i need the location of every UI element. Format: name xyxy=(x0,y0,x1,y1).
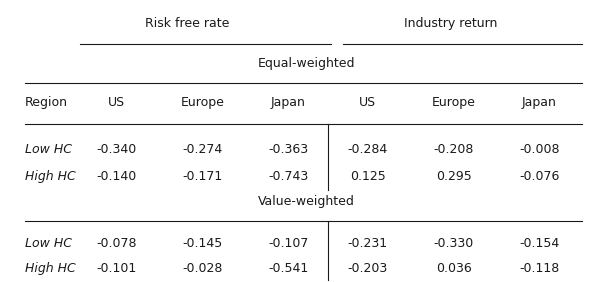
Text: -0.203: -0.203 xyxy=(348,262,388,275)
Text: Europe: Europe xyxy=(432,96,476,109)
Text: -0.330: -0.330 xyxy=(433,237,474,250)
Text: -0.078: -0.078 xyxy=(96,237,137,250)
Text: 0.036: 0.036 xyxy=(436,262,471,275)
Text: -0.171: -0.171 xyxy=(182,170,223,183)
Text: -0.101: -0.101 xyxy=(96,262,137,275)
Text: Value-weighted: Value-weighted xyxy=(258,195,355,208)
Text: Japan: Japan xyxy=(271,96,305,109)
Text: -0.154: -0.154 xyxy=(519,237,560,250)
Text: -0.541: -0.541 xyxy=(268,262,308,275)
Text: -0.231: -0.231 xyxy=(348,237,388,250)
Text: -0.145: -0.145 xyxy=(182,237,223,250)
Text: -0.363: -0.363 xyxy=(268,143,308,156)
Text: Europe: Europe xyxy=(180,96,224,109)
Text: -0.107: -0.107 xyxy=(268,237,308,250)
Text: Japan: Japan xyxy=(522,96,557,109)
Text: Region: Region xyxy=(25,96,67,109)
Text: -0.208: -0.208 xyxy=(433,143,474,156)
Text: 0.295: 0.295 xyxy=(436,170,471,183)
Text: -0.340: -0.340 xyxy=(96,143,137,156)
Text: US: US xyxy=(359,96,376,109)
Text: High HC: High HC xyxy=(25,170,75,183)
Text: Low HC: Low HC xyxy=(25,237,72,250)
Text: -0.743: -0.743 xyxy=(268,170,308,183)
Text: Industry return: Industry return xyxy=(404,17,497,30)
Text: -0.140: -0.140 xyxy=(96,170,137,183)
Text: -0.118: -0.118 xyxy=(519,262,560,275)
Text: US: US xyxy=(108,96,125,109)
Text: -0.028: -0.028 xyxy=(182,262,223,275)
Text: -0.284: -0.284 xyxy=(348,143,388,156)
Text: High HC: High HC xyxy=(25,262,75,275)
Text: 0.125: 0.125 xyxy=(350,170,386,183)
Text: Equal-weighted: Equal-weighted xyxy=(257,57,356,70)
Text: -0.274: -0.274 xyxy=(182,143,223,156)
Text: Low HC: Low HC xyxy=(25,143,72,156)
Text: -0.076: -0.076 xyxy=(519,170,560,183)
Text: Risk free rate: Risk free rate xyxy=(145,17,229,30)
Text: -0.008: -0.008 xyxy=(519,143,560,156)
